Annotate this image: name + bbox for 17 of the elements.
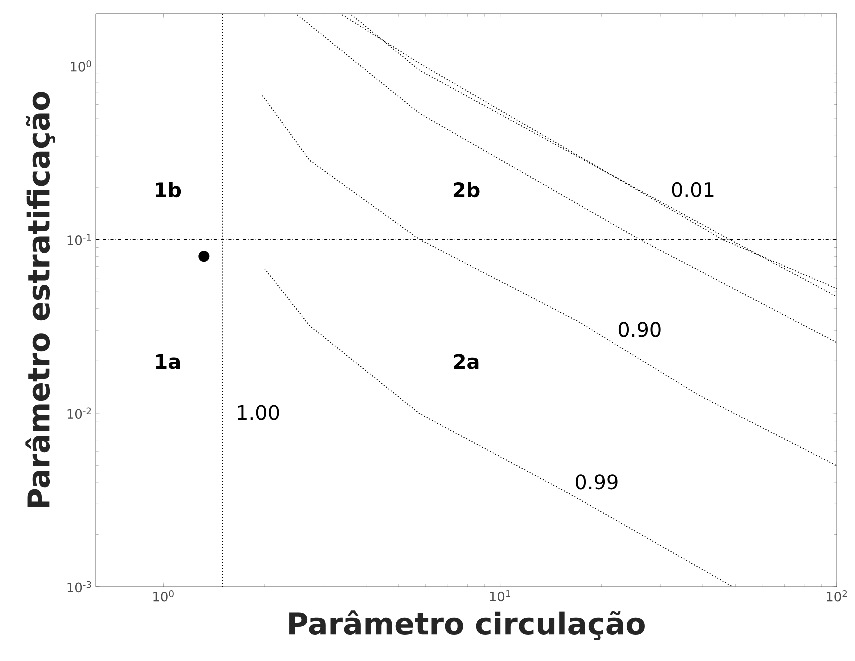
series-label: 1.00 [238,405,280,420]
annotation: 1b [156,182,182,198]
y-tick-label: 10$^{-3}$ [68,581,92,593]
y-tick-label: 10$^{-1}$ [68,234,92,246]
x-tick-label: 10$^{2}$ [827,590,848,602]
x-tick-label: 10$^{1}$ [490,590,510,602]
y-tick-label: 10$^{0}$ [71,60,92,72]
x-axis-title: Parâmetro circulação [290,610,645,640]
series-label: 0.99 [576,474,618,490]
annotation: 2a [454,354,479,370]
x-tick-label: 10$^{0}$ [154,590,174,602]
y-tick-label: 10$^{-2}$ [68,408,92,420]
y-axis-title: Parâmetro estratificação [26,92,56,508]
series-label: 0.01 [672,182,714,198]
annotation: 2b [454,182,480,198]
series-label: 0.90 [618,322,661,338]
annotation: 1a [156,354,180,370]
